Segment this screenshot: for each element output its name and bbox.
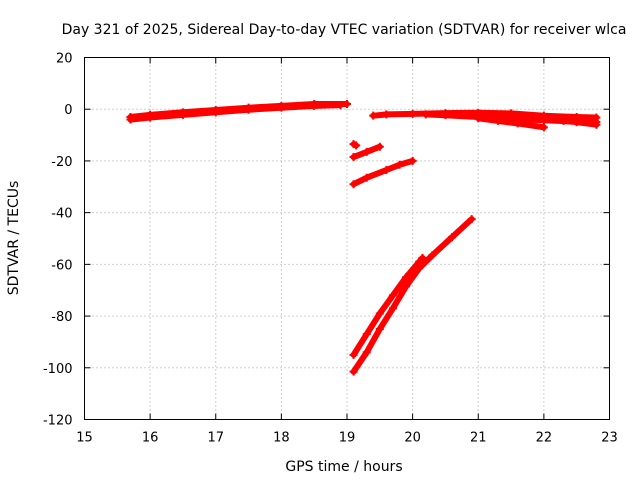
series-arc-2 [126,101,345,124]
data-point [493,116,502,125]
data-point [428,251,437,260]
data-point [349,367,358,376]
series-arc-8 [349,142,384,162]
data-point [539,123,548,132]
x-tick-label: 17 [207,431,224,446]
data-point [408,156,417,165]
series-line [127,102,344,123]
x-tick-label: 23 [601,431,618,446]
x-tick-label: 22 [536,431,553,446]
data-point [559,116,568,125]
data-point [382,110,391,119]
data-point [395,160,404,169]
axis-ticks: 15 16 17 18 19 20 21 22 23 20 0 -20 -40 -60 -80 -100 -12… [43,52,618,446]
y-tick-label: -20 [51,155,72,170]
data-point [388,291,397,300]
data-point [349,180,358,189]
y-tick-label: -120 [43,414,73,429]
data-point [572,118,581,127]
data-point [336,101,345,110]
data-point [402,273,411,282]
data-point [343,100,351,109]
data-point [375,325,384,333]
data-point [369,111,378,120]
data-point [211,108,220,117]
data-point [362,348,371,357]
data-point [513,119,522,128]
data-point [362,173,371,182]
x-tick-label: 21 [470,431,487,446]
y-tick-label: -40 [51,207,72,222]
data-point [310,101,319,110]
data-point [388,304,397,313]
series-arc-5 [474,114,548,132]
y-tick-label: -100 [43,362,73,377]
x-tick-label: 18 [273,431,290,446]
series-line [475,115,547,131]
x-axis-label: GPS time / hours [285,459,402,475]
series-arc-11 [349,253,427,359]
series-arc-9 [349,156,417,189]
data-point [375,309,384,318]
data-point [441,111,450,120]
data-point [362,330,371,339]
data-point [467,215,476,224]
series-arc-7 [349,140,361,150]
data-point [474,114,483,123]
data-series-layer [126,100,601,376]
y-tick-label: 20 [56,52,73,67]
data-point [539,116,548,125]
data-point [375,142,384,151]
data-point [352,141,361,150]
data-point [382,165,391,174]
data-point [277,103,286,112]
data-point [146,113,155,122]
series-arc-6 [559,116,601,129]
data-point [349,153,358,162]
chart-title: Day 321 of 2025, Sidereal Day-to-day VTE… [62,22,627,38]
y-axis-label: SDTVAR / TECUs [6,181,22,296]
data-point [402,282,411,291]
data-point [592,120,601,129]
x-tick-label: 19 [339,431,356,446]
data-point [349,350,358,359]
series-line [350,157,416,188]
x-tick-label: 16 [142,431,159,446]
y-tick-label: -60 [51,258,72,273]
data-point [362,147,371,156]
x-tick-label: 20 [404,431,421,446]
data-point [408,109,417,118]
y-tick-label: 0 [64,103,72,118]
data-point [421,110,430,119]
data-point [244,105,253,114]
data-point [448,233,456,242]
y-tick-label: -80 [51,310,72,325]
data-point [178,110,187,119]
x-tick-label: 15 [76,431,93,446]
data-point [418,253,427,262]
series-arc-10 [349,215,476,376]
data-point [126,115,135,124]
